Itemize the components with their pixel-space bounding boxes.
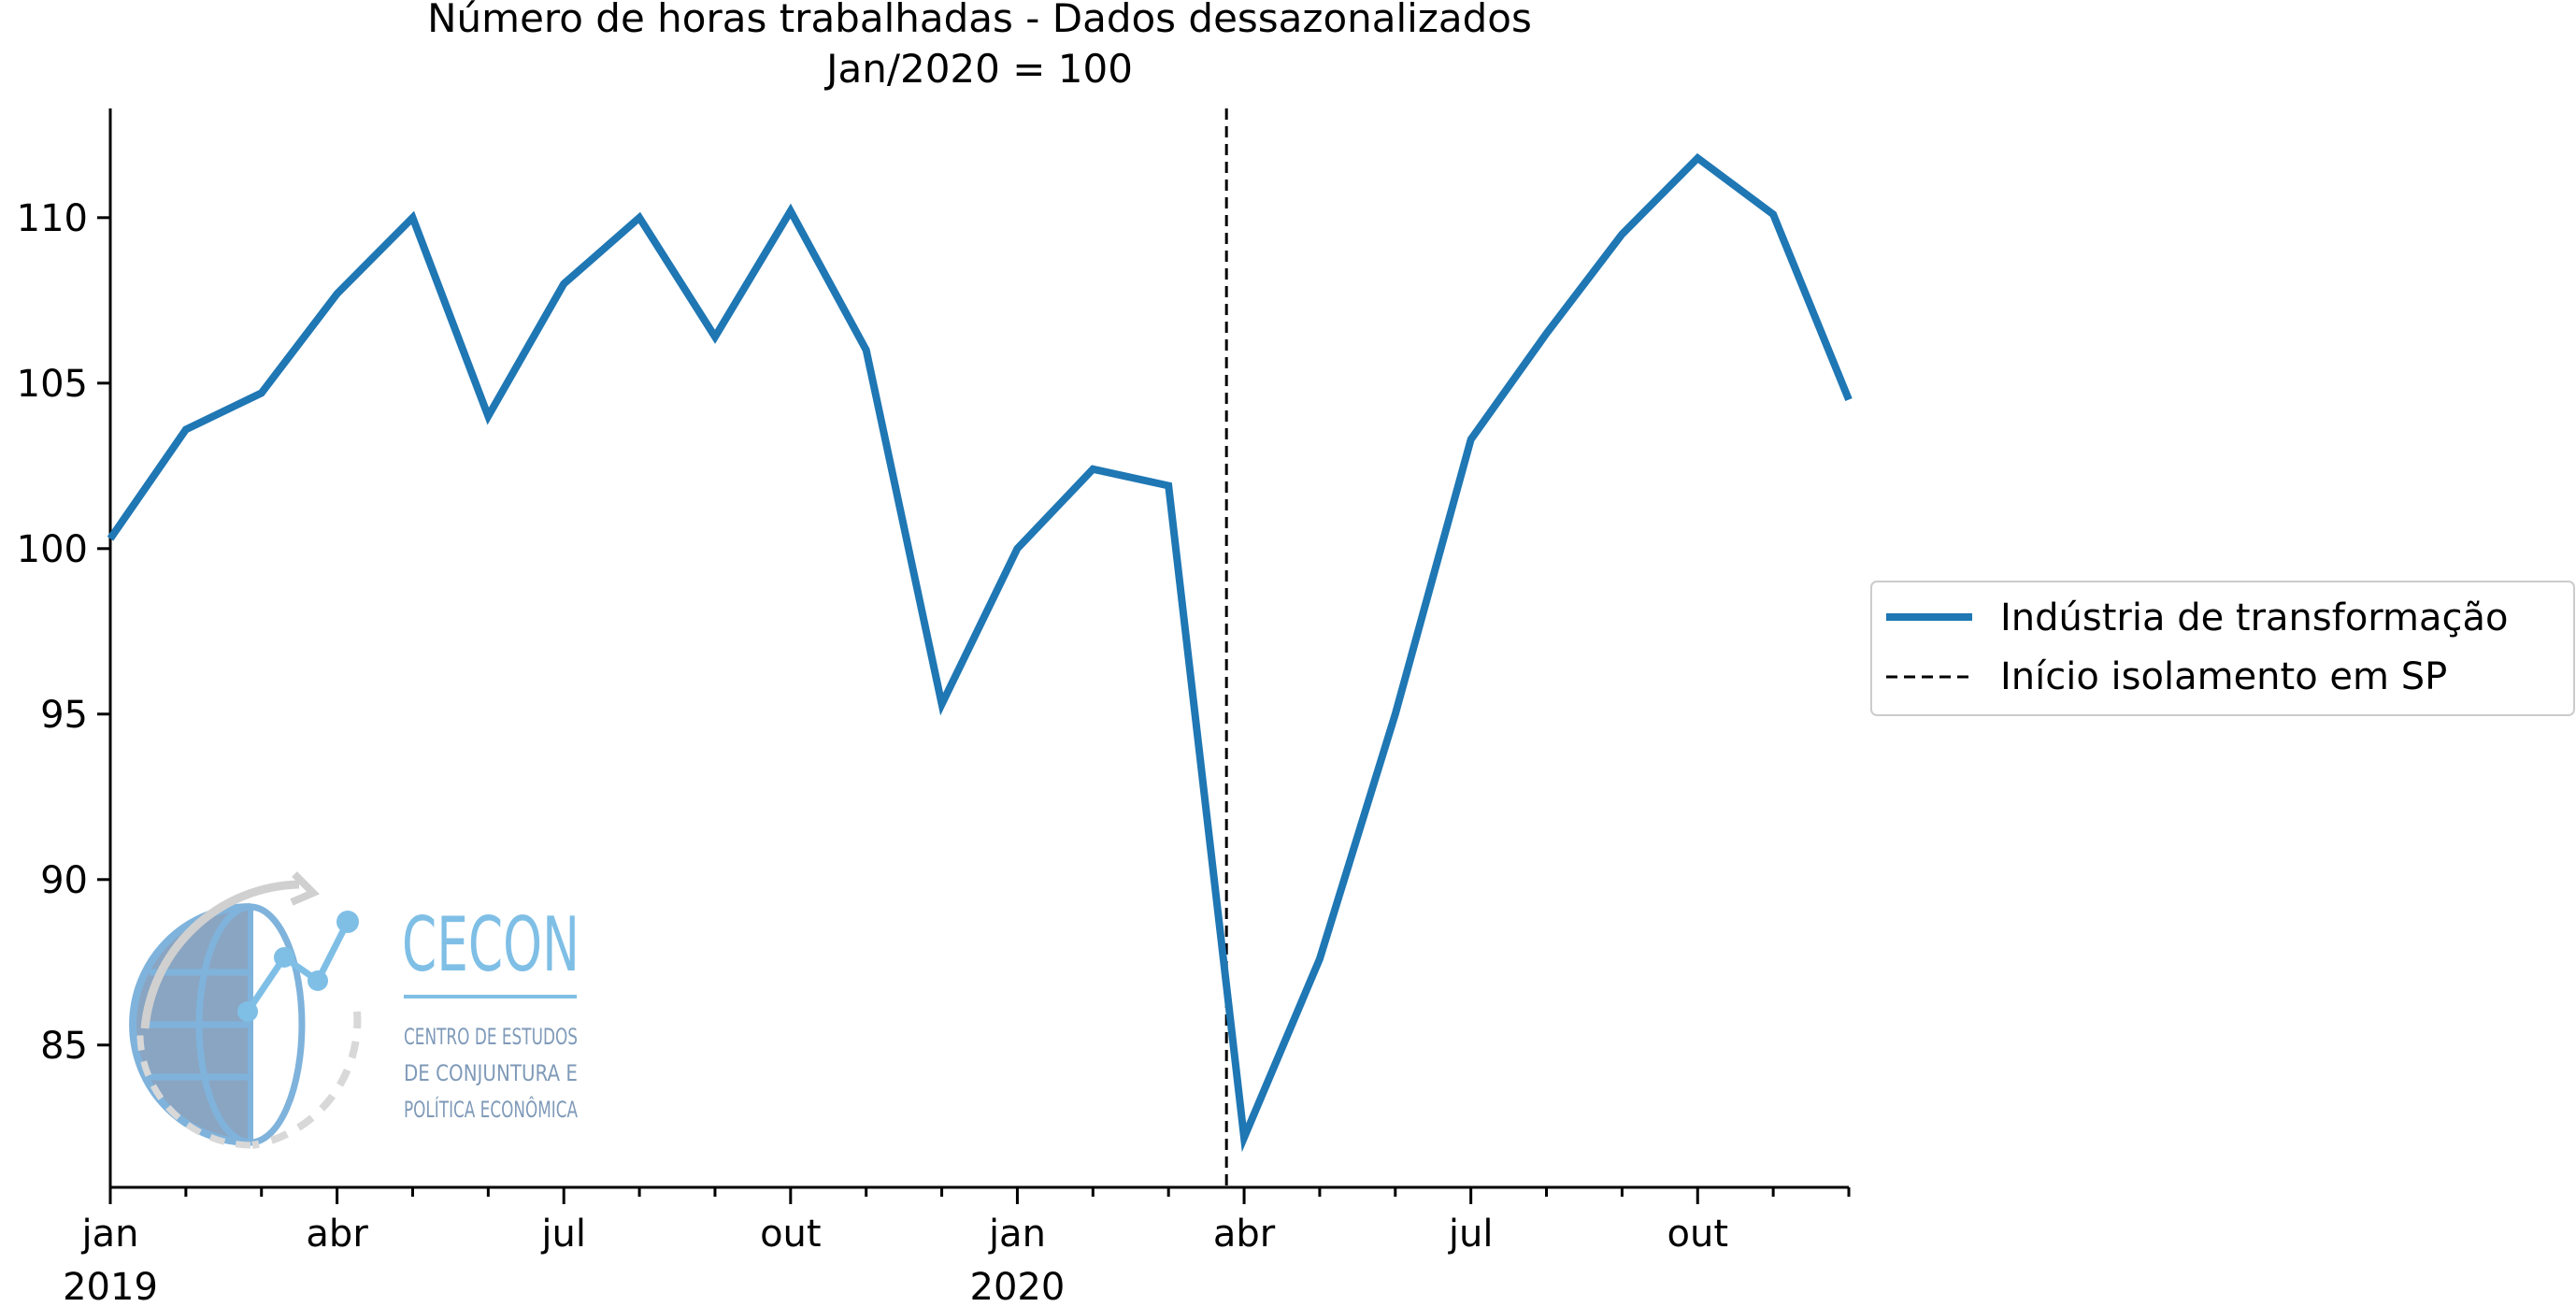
x-tick-label: abr: [306, 1213, 368, 1256]
logo-line-3: POLÍTICA ECONÔMICA: [404, 1095, 578, 1123]
x-tick-label: out: [1667, 1213, 1729, 1256]
y-tick-label: 110: [17, 197, 88, 240]
globe-icon: [129, 871, 362, 1149]
logo-name: CECON: [402, 901, 580, 988]
series-line: [107, 152, 1853, 1153]
legend-label-series: Indústria de transformação: [2000, 596, 2509, 639]
y-tick-label: 85: [40, 1025, 88, 1068]
chart-subtitle: Jan/2020 = 100: [823, 46, 1133, 92]
x-year-label: 2020: [970, 1266, 1066, 1307]
y-tick-label: 100: [17, 528, 88, 571]
legend: Indústria de transformação Início isolam…: [1870, 581, 2575, 716]
chart-title: Número de horas trabalhadas - Dados dess…: [427, 0, 1532, 41]
x-tick-label: jul: [1448, 1213, 1494, 1256]
legend-label-vline: Início isolamento em SP: [2000, 655, 2447, 698]
y-tick-label: 105: [17, 363, 88, 406]
logo-line-2: DE CONJUNTURA E: [404, 1060, 578, 1086]
trend-icon: [237, 911, 359, 1022]
x-tick-label: out: [760, 1213, 822, 1256]
cecon-logo: CECON CENTRO DE ESTUDOS DE CONJUNTURA E …: [129, 871, 580, 1149]
y-tick-label: 90: [40, 859, 88, 902]
logo-line-1: CENTRO DE ESTUDOS: [404, 1024, 578, 1050]
x-tick-label: jan: [81, 1213, 139, 1256]
x-tick-label: jan: [988, 1213, 1046, 1256]
x-tick-label: abr: [1213, 1213, 1276, 1256]
legend-box: [1870, 581, 2575, 716]
x-year-label: 2019: [63, 1266, 158, 1307]
x-tick-label: jul: [540, 1213, 586, 1256]
y-tick-label: 95: [40, 694, 88, 737]
